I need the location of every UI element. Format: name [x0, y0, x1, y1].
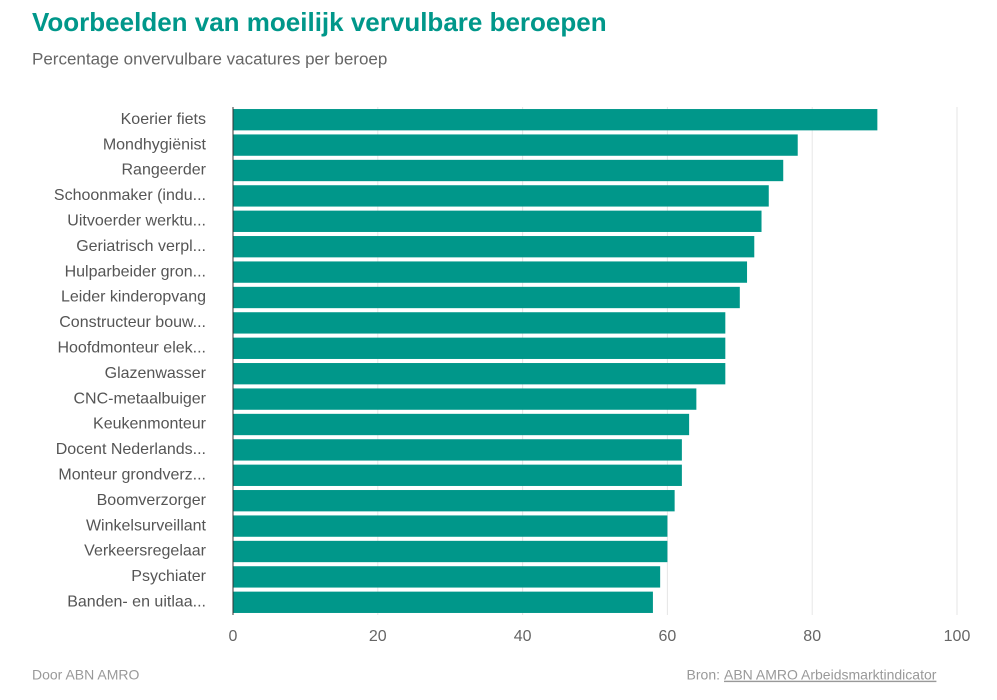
- y-tick-label: Hoofdmonteur elek...: [57, 340, 206, 357]
- bar: [233, 464, 682, 486]
- y-tick-label: Boomverzorger: [97, 492, 207, 509]
- x-tick-label: 40: [514, 628, 532, 645]
- y-tick-label: Uitvoerder werktu...: [67, 213, 206, 230]
- bar: [233, 439, 682, 461]
- bar: [233, 388, 697, 410]
- bar: [233, 312, 726, 334]
- y-tick-label: Keukenmonteur: [93, 416, 207, 433]
- y-tick-label: Glazenwasser: [105, 365, 207, 382]
- bar: [233, 413, 690, 436]
- bar: [233, 286, 740, 309]
- bar: [233, 210, 762, 232]
- y-tick-label: Psychiater: [131, 568, 206, 585]
- y-tick-label: Geriatrisch verpl...: [76, 238, 206, 255]
- y-tick-label: Winkelsurveillant: [86, 517, 207, 534]
- bar: [233, 261, 748, 283]
- y-tick-label: Verkeersregelaar: [84, 543, 207, 560]
- y-tick-label: Banden- en uitlaa...: [67, 594, 206, 611]
- x-tick-label: 60: [659, 628, 677, 645]
- bar: [233, 490, 675, 512]
- x-tick-label: 100: [944, 628, 971, 645]
- bar: [233, 337, 726, 359]
- x-tick-label: 0: [229, 628, 238, 645]
- y-tick-label: Constructeur bouw...: [59, 314, 206, 331]
- bar: [233, 515, 668, 537]
- y-tick-label: Docent Nederlands...: [56, 441, 206, 458]
- bar: [233, 566, 661, 588]
- bar: [233, 109, 878, 131]
- y-tick-label: Mondhygiënist: [103, 136, 207, 153]
- bar: [233, 134, 798, 156]
- bar: [233, 185, 769, 207]
- bar: [233, 591, 653, 613]
- y-tick-label: Monteur grondverz...: [58, 467, 206, 484]
- y-tick-label: Schoonmaker (indu...: [54, 187, 206, 204]
- y-tick-label: CNC-metaalbuiger: [74, 390, 207, 407]
- y-tick-label: Rangeerder: [122, 162, 207, 179]
- x-tick-label: 20: [369, 628, 387, 645]
- source-prefix: Bron:: [687, 667, 720, 683]
- bar: [233, 236, 755, 258]
- bar: [233, 159, 784, 182]
- x-tick-label: 80: [803, 628, 821, 645]
- y-tick-label: Koerier fiets: [121, 111, 206, 128]
- credit: Door ABN AMRO: [32, 667, 139, 683]
- y-tick-label: Hulparbeider gron...: [65, 263, 206, 280]
- source-link[interactable]: ABN AMRO Arbeidsmarktindicator: [724, 667, 937, 683]
- chart-title: Voorbeelden van moeilijk vervulbare bero…: [32, 7, 607, 37]
- bar: [233, 363, 726, 385]
- chart-subtitle: Percentage onvervulbare vacatures per be…: [32, 49, 387, 68]
- y-tick-label: Leider kinderopvang: [61, 289, 206, 306]
- bar: [233, 540, 668, 563]
